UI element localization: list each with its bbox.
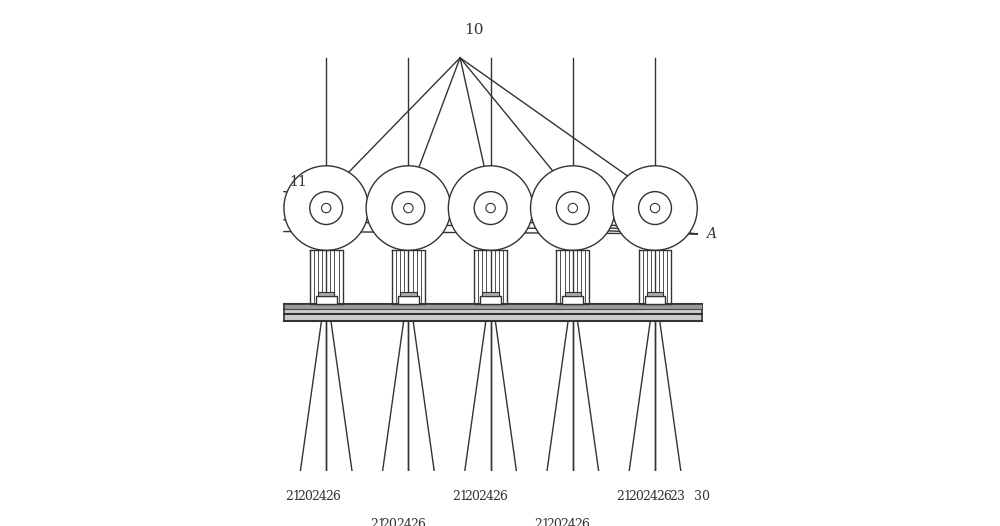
Circle shape [639, 191, 671, 225]
Text: 26: 26 [325, 490, 341, 503]
Text: 21: 21 [452, 490, 468, 503]
Text: 20: 20 [464, 490, 480, 503]
Text: 26: 26 [492, 490, 508, 503]
Text: 24: 24 [396, 518, 412, 526]
Text: 26: 26 [574, 518, 590, 526]
Bar [398, 296, 419, 305]
Text: 24: 24 [560, 518, 576, 526]
Bar [482, 292, 499, 296]
Bar [284, 305, 702, 321]
Bar [565, 292, 581, 296]
Circle shape [568, 204, 578, 213]
Bar [647, 292, 663, 296]
Text: 21: 21 [617, 490, 632, 503]
Text: 21: 21 [285, 490, 301, 503]
Bar [480, 296, 501, 305]
Circle shape [404, 204, 413, 213]
Text: 11: 11 [289, 175, 307, 189]
Text: 20: 20 [546, 518, 562, 526]
Circle shape [531, 166, 615, 250]
Circle shape [474, 191, 507, 225]
Text: 21: 21 [534, 518, 550, 526]
Text: 24: 24 [311, 490, 327, 503]
Text: A: A [706, 227, 716, 241]
Circle shape [448, 166, 533, 250]
Text: 21: 21 [370, 518, 386, 526]
Circle shape [322, 204, 331, 213]
Text: 24: 24 [642, 490, 658, 503]
Circle shape [613, 166, 697, 250]
Circle shape [556, 191, 589, 225]
Circle shape [284, 166, 368, 250]
Bar [316, 296, 337, 305]
Text: 20: 20 [297, 490, 313, 503]
Text: 10: 10 [464, 23, 484, 37]
Circle shape [366, 166, 451, 250]
Text: 26: 26 [410, 518, 426, 526]
Text: 24: 24 [478, 490, 494, 503]
Circle shape [392, 191, 425, 225]
Text: 30: 30 [694, 490, 710, 503]
Bar [400, 292, 417, 296]
Text: 26: 26 [656, 490, 672, 503]
Bar [645, 296, 665, 305]
Bar [284, 305, 702, 309]
Circle shape [310, 191, 343, 225]
Text: 20: 20 [628, 490, 644, 503]
Circle shape [486, 204, 495, 213]
Text: 20: 20 [382, 518, 398, 526]
Text: 23: 23 [670, 490, 685, 503]
Bar [562, 296, 583, 305]
Circle shape [650, 204, 660, 213]
Bar [318, 292, 334, 296]
